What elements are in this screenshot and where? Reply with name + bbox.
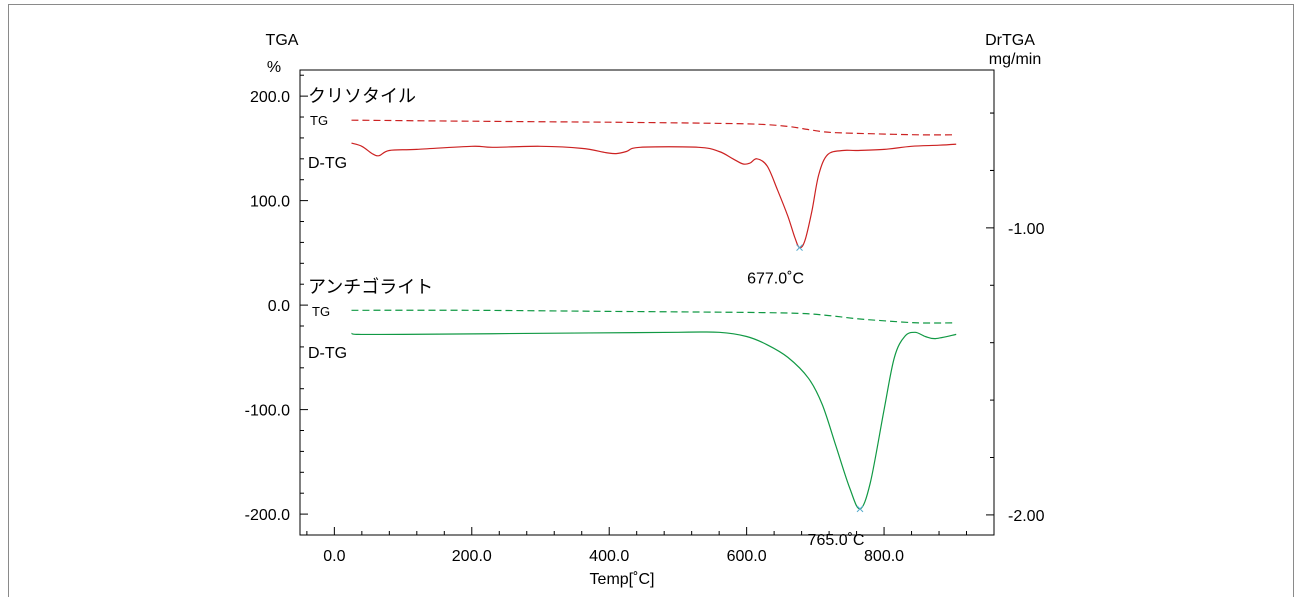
x-axis-tick-label: 200.0 <box>452 548 492 565</box>
peak-marker <box>796 244 803 251</box>
peak-label-1: 765.0˚C <box>808 532 865 549</box>
x-axis-tick-label: 600.0 <box>727 548 767 565</box>
peak-layer: 677.0˚C 765.0˚C <box>747 244 865 549</box>
left-axis-tick-label: 200.0 <box>250 89 290 106</box>
tg-label-chrysotile: TG <box>310 113 328 128</box>
dtg-label-antigorite: D-TG <box>308 345 347 362</box>
series-line-0 <box>351 119 953 136</box>
peak-label-0: 677.0˚C <box>747 271 804 288</box>
left-axis-tick-label: 0.0 <box>268 298 290 315</box>
series-line-1 <box>351 142 957 249</box>
x-axis-tick-label: 0.0 <box>323 548 345 565</box>
x-axis-label: Temp[˚C] <box>590 571 655 588</box>
x-axis-ticks: 0.0 200.0 400.0 600.0 800.0 <box>306 527 968 565</box>
series-layer <box>351 119 957 510</box>
right-axis-tick-label: -2.00 <box>1008 508 1045 525</box>
tg-label-antigorite: TG <box>312 304 330 319</box>
right-axis-title: DrTGA <box>985 32 1035 49</box>
peak-marker <box>856 505 864 513</box>
x-axis-tick-label: 800.0 <box>864 548 904 565</box>
group-label-chrysotile: クリソタイル <box>308 86 416 106</box>
right-axis-unit: mg/min <box>989 51 1041 68</box>
left-axis-unit: % <box>267 59 281 76</box>
left-axis-tick-label: -100.0 <box>245 403 290 420</box>
series-line-2 <box>351 309 953 324</box>
right-axis-tick-label: -1.00 <box>1008 221 1045 238</box>
x-axis-tick-label: 400.0 <box>589 548 629 565</box>
dtg-label-chrysotile: D-TG <box>308 155 347 172</box>
left-axis-tick-label: -200.0 <box>245 507 290 524</box>
left-axis-title: TGA <box>266 32 299 49</box>
left-axis-tick-label: 100.0 <box>250 194 290 211</box>
series-line-3 <box>351 331 957 510</box>
left-axis-ticks: 200.0 100.0 0.0 -100.0 -200.0 <box>245 74 308 536</box>
group-label-antigorite: アンチゴライト <box>308 277 433 297</box>
right-axis-ticks: -1.00 -2.00 <box>986 112 1045 525</box>
chart-frame <box>8 4 1294 597</box>
plot-area-border <box>299 69 995 536</box>
